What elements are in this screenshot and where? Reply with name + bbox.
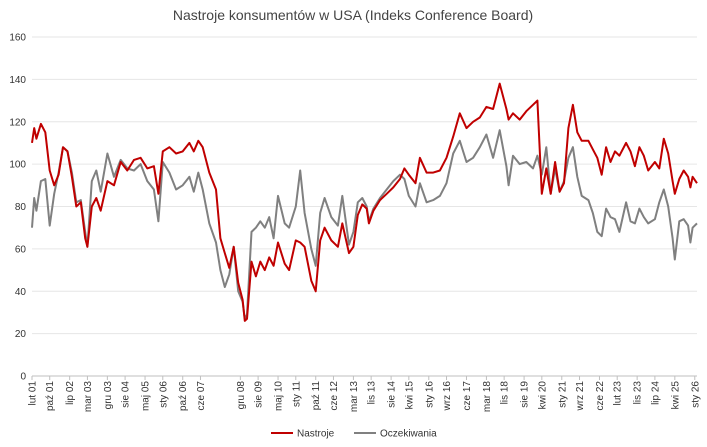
y-tick-label: 120 — [9, 117, 26, 128]
x-tick-label: sty 11 — [291, 381, 302, 407]
x-tick-label: mar 13 — [349, 381, 360, 413]
series-line-oczekiwania — [31, 129, 698, 320]
y-tick-label: 100 — [9, 160, 26, 171]
x-tick-label: mar 03 — [83, 381, 94, 413]
x-tick-label: lut 23 — [613, 381, 624, 406]
y-tick-label: 20 — [15, 329, 27, 340]
x-tick-label: paź 01 — [45, 381, 56, 411]
x-tick-label: gru 03 — [103, 381, 114, 410]
x-tick-label: sty 26 — [690, 381, 701, 408]
x-tick-label: wrz 16 — [442, 381, 453, 412]
x-tick-label: maj 05 — [141, 381, 152, 411]
x-tick-label: cze 12 — [329, 381, 340, 411]
y-tick-label: 0 — [20, 372, 26, 383]
series-lines — [31, 82, 698, 322]
x-tick-label: sie 19 — [520, 381, 531, 408]
x-tick-label: sie 04 — [121, 381, 132, 408]
x-tick-label: lip 02 — [65, 381, 76, 405]
x-tick-label: kwi 15 — [404, 381, 415, 410]
x-tick-label: kwi 25 — [670, 381, 681, 410]
legend-label: Nastroje — [297, 429, 335, 440]
x-tick-label: sty 16 — [424, 381, 435, 408]
y-tick-label: 40 — [15, 287, 27, 298]
legend: Nastroje Oczekiwania — [271, 429, 437, 440]
y-axis: 0 20 40 60 80 100 120 140 160 — [9, 33, 26, 383]
legend-label: Oczekiwania — [380, 429, 437, 440]
x-tick-label: gru 08 — [236, 381, 247, 410]
y-tick-label: 60 — [15, 244, 27, 255]
x-tick-label: sty 21 — [557, 381, 568, 408]
x-tick-label: cze 22 — [595, 381, 606, 411]
y-tick-label: 140 — [9, 75, 26, 86]
x-tick-label: lis 23 — [633, 381, 644, 405]
x-tick-label: kwi 20 — [537, 381, 548, 410]
x-tick-label: cze 17 — [462, 381, 473, 411]
y-tick-label: 160 — [9, 33, 26, 44]
x-tick-label: sie 09 — [254, 381, 265, 408]
x-tick-label: wrz 21 — [575, 381, 586, 412]
chart-title: Nastroje konsumentów w USA (Indeks Confe… — [173, 7, 533, 23]
x-tick-label: paź 11 — [311, 381, 322, 411]
y-tick-label: 80 — [15, 202, 27, 213]
x-tick-label: paź 06 — [178, 381, 189, 411]
x-tick-label: sty 06 — [158, 381, 169, 408]
x-tick-label: sie 14 — [387, 381, 398, 408]
x-axis: lut 01 paź 01 lip 02 mar 03 gru 03 sie 04 maj … — [28, 376, 701, 413]
x-tick-label: lis 13 — [367, 381, 378, 405]
x-tick-label: lis 18 — [500, 381, 511, 405]
x-tick-label: maj 10 — [274, 381, 285, 411]
x-tick-label: mar 18 — [482, 381, 493, 413]
x-tick-label: lip 24 — [650, 381, 661, 405]
x-tick-label: cze 07 — [196, 381, 207, 411]
x-tick-label: lut 01 — [28, 381, 39, 406]
series-line-nastroje — [31, 82, 698, 322]
